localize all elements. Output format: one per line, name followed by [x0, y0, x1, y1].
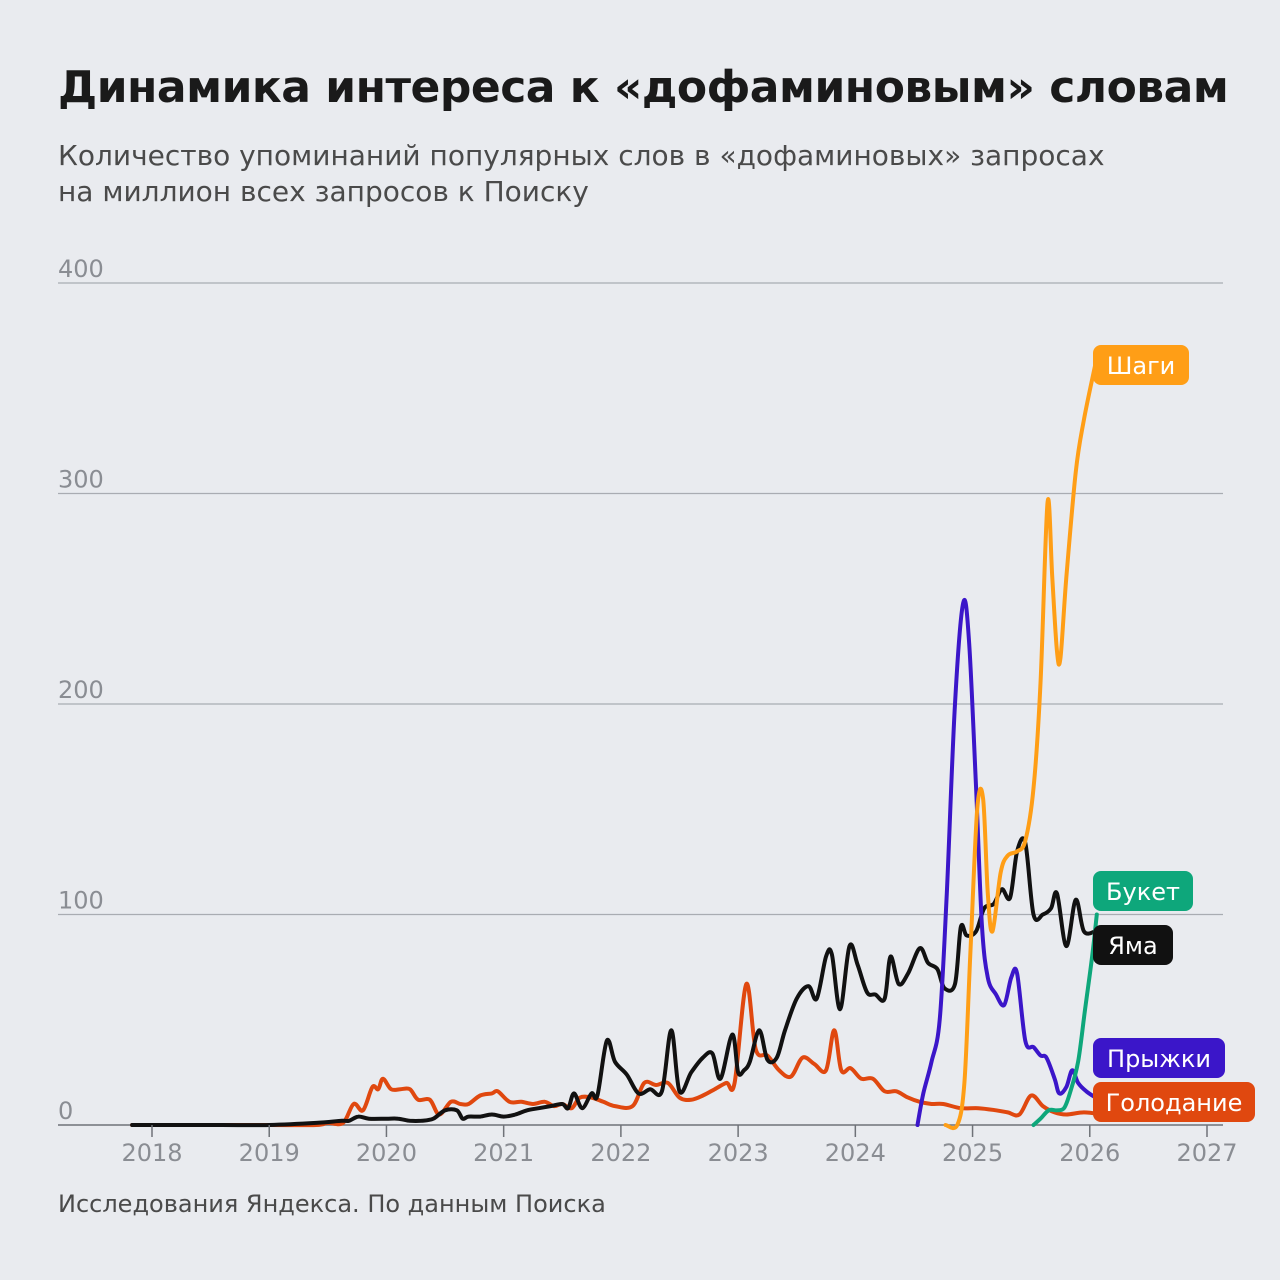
source-note: Исследования Яндекса. По данным Поиска [58, 1190, 606, 1218]
x-tick-label-2022: 2022 [590, 1139, 651, 1167]
series-label-yama: Яма [1093, 925, 1173, 965]
series-line-golodanie [130, 981, 1104, 1128]
series-label-text: Шаги [1107, 352, 1176, 380]
series-line-yama [130, 836, 1098, 1128]
x-tick-label-2024: 2024 [825, 1139, 886, 1167]
series-label-golodanie: Голодание [1093, 1082, 1255, 1122]
series-label-pryzhki: Прыжки [1093, 1038, 1225, 1078]
x-axis: 2018 2019 2020 2021 2022 2023 2024 2025 2026 2027 [121, 1125, 1238, 1167]
chart-series [130, 361, 1104, 1131]
series-labels: Голодание Яма Прыжки Шаги Букет [1093, 345, 1255, 1122]
subtitle-line-1: Количество упоминаний популярных слов в … [58, 139, 1105, 172]
series-line-shagi [943, 361, 1098, 1131]
chart-grid: 0 100 200 300 400 [58, 255, 1223, 1126]
chart-title: Динамика интереса к «дофаминовым» словам [58, 62, 1229, 113]
y-tick-label-200: 200 [58, 676, 104, 704]
x-tick-label-2023: 2023 [708, 1139, 769, 1167]
y-tick-label-300: 300 [58, 466, 104, 494]
x-tick-label-2020: 2020 [356, 1139, 417, 1167]
y-tick-label-0: 0 [58, 1097, 73, 1125]
series-line-buket [1031, 912, 1099, 1127]
x-tick-label-2027: 2027 [1176, 1139, 1237, 1167]
x-tick-label-2026: 2026 [1059, 1139, 1120, 1167]
series-label-bg [1093, 871, 1193, 911]
series-label-text: Яма [1108, 932, 1158, 960]
series-label-shagi: Шаги [1093, 345, 1189, 385]
series-label-text: Прыжки [1107, 1045, 1211, 1073]
x-tick-label-2025: 2025 [942, 1139, 1003, 1167]
series-label-bg [1093, 345, 1189, 385]
chart-subtitle: Количество упоминаний популярных слов в … [58, 138, 1178, 210]
series-label-buket: Букет [1093, 871, 1193, 911]
y-tick-label-100: 100 [58, 887, 104, 915]
series-label-bg [1093, 1082, 1255, 1122]
x-tick-label-2019: 2019 [239, 1139, 300, 1167]
x-tick-label-2021: 2021 [473, 1139, 534, 1167]
series-line-pryzhki [915, 598, 1098, 1127]
series-label-text: Букет [1106, 878, 1180, 906]
series-label-bg [1093, 925, 1173, 965]
x-tick-label-2018: 2018 [121, 1139, 182, 1167]
series-label-text: Голодание [1106, 1089, 1243, 1117]
y-tick-label-400: 400 [58, 255, 104, 283]
series-label-bg [1093, 1038, 1225, 1078]
subtitle-line-2: на миллион всех запросов к Поиску [58, 175, 589, 208]
